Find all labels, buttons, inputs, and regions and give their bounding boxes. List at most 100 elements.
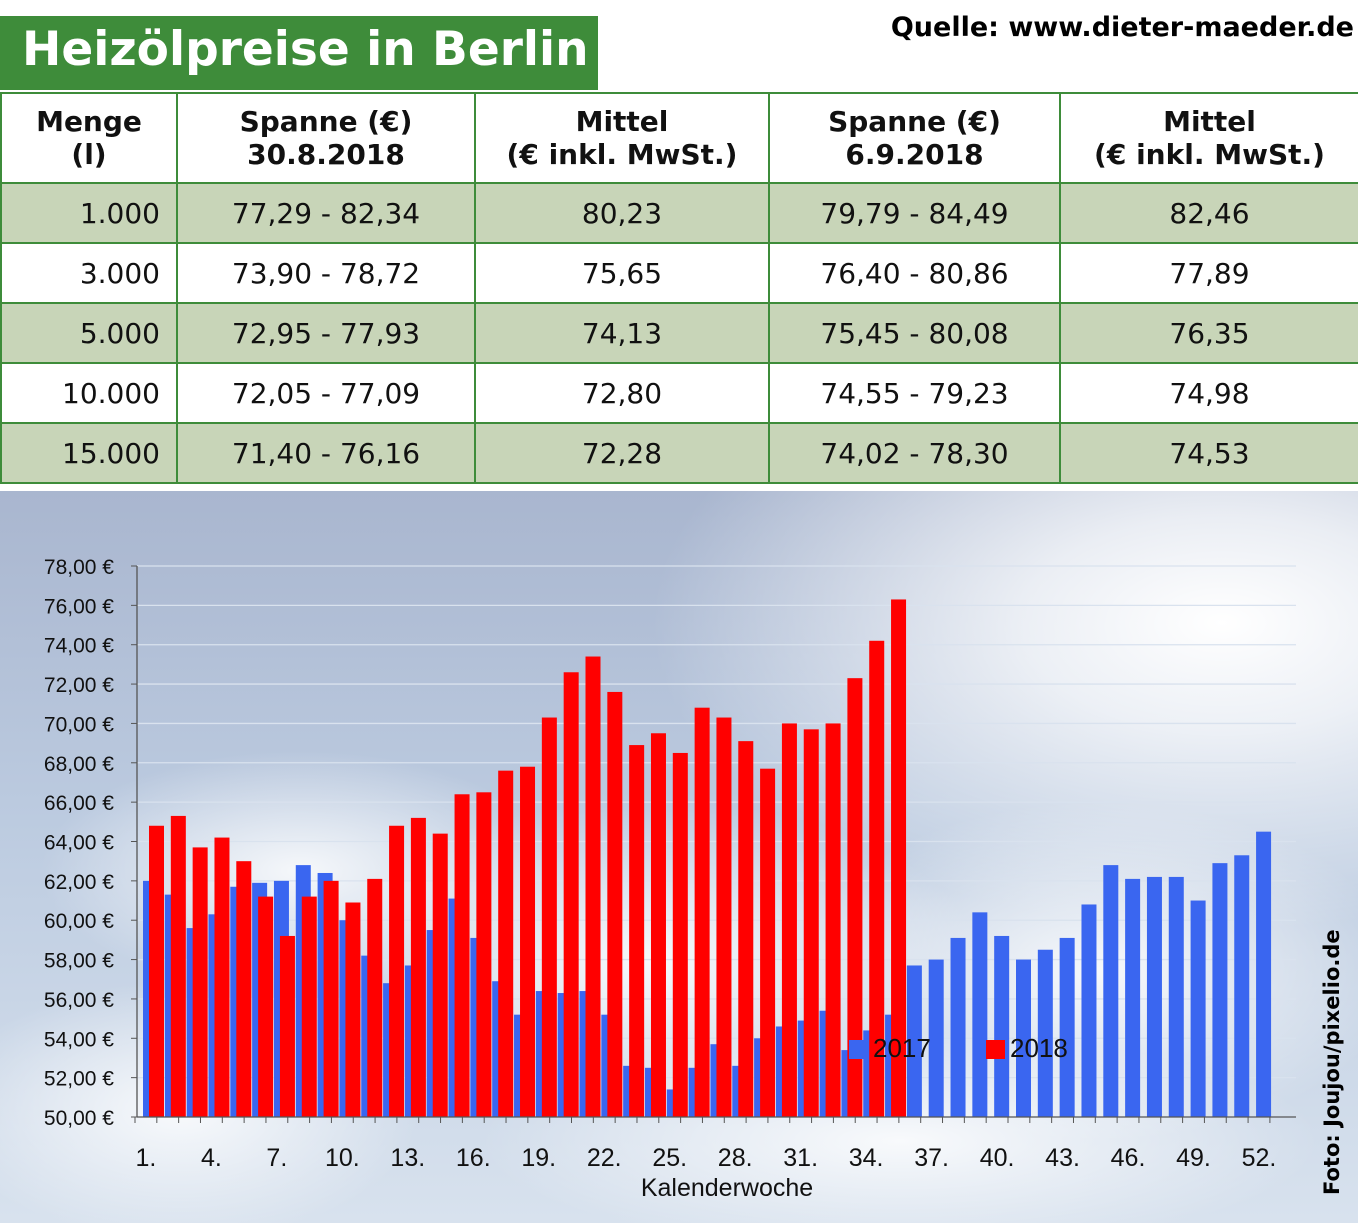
series-2018 — [149, 599, 907, 1117]
y-tick-label: 76,00 € — [44, 595, 114, 618]
cell-spanne-1: 71,40 - 76,16 — [176, 422, 476, 484]
bar-2018 — [476, 792, 492, 1117]
bar-2018 — [781, 723, 797, 1117]
cell-menge: 10.000 — [0, 362, 178, 424]
col-header-mittel-1: Mittel (€ inkl. MwSt.) — [474, 92, 770, 184]
cell-mittel-2: 82,46 — [1059, 182, 1358, 244]
page-title: Heizölpreise in Berlin — [22, 22, 589, 77]
table-row: 1.000 77,29 - 82,34 80,23 79,79 - 84,49 … — [0, 182, 1358, 244]
legend-swatch-2018 — [986, 1040, 1005, 1059]
table-row: 3.000 73,90 - 78,72 75,65 76,40 - 80,86 … — [0, 242, 1358, 304]
bar-2017 — [1125, 878, 1141, 1117]
bar-2018 — [410, 817, 426, 1117]
bar-2017 — [1081, 904, 1097, 1117]
table-row: 10.000 72,05 - 77,09 72,80 74,55 - 79,23… — [0, 362, 1358, 424]
y-tick-label: 54,00 € — [44, 1028, 114, 1051]
cell-mittel-2: 74,98 — [1059, 362, 1358, 424]
bar-2017 — [1059, 937, 1075, 1117]
x-tick-label: 43. — [1045, 1144, 1080, 1172]
bar-2017 — [1212, 863, 1228, 1117]
y-tick-label: 58,00 € — [44, 950, 114, 973]
x-tick-label: 1. — [135, 1144, 156, 1172]
bar-2018 — [192, 847, 208, 1117]
bar-2018 — [301, 896, 317, 1117]
cell-menge: 1.000 — [0, 182, 178, 244]
x-tick-label: 7. — [266, 1144, 287, 1172]
cell-menge: 5.000 — [0, 302, 178, 364]
cell-spanne-1: 77,29 - 82,34 — [176, 182, 476, 244]
bar-2018 — [258, 896, 274, 1117]
cell-spanne-2: 74,02 - 78,30 — [768, 422, 1061, 484]
bar-2018 — [236, 861, 252, 1117]
bar-2018 — [279, 935, 295, 1117]
y-tick-label: 74,00 € — [44, 635, 114, 658]
x-tick-label: 25. — [652, 1144, 687, 1172]
x-tick-label: 37. — [914, 1144, 949, 1172]
x-tick-label: 19. — [521, 1144, 556, 1172]
y-tick-label: 60,00 € — [44, 910, 114, 933]
x-tick-label: 49. — [1176, 1144, 1211, 1172]
price-chart: 50,00 € 52,00 € 54,00 € 56,00 € 58,00 € 60,00… — [0, 491, 1358, 1227]
bar-2018 — [214, 837, 230, 1117]
x-tick-label: 31. — [783, 1144, 818, 1172]
x-tick-label: 46. — [1111, 1144, 1146, 1172]
cell-spanne-1: 72,05 - 77,09 — [176, 362, 476, 424]
x-tick-label: 10. — [325, 1144, 360, 1172]
col-header-menge: Menge (l) — [0, 92, 178, 184]
bar-2017 — [1256, 831, 1272, 1117]
y-tick-label: 62,00 € — [44, 871, 114, 894]
bar-2017 — [928, 959, 944, 1117]
bar-2018 — [149, 825, 164, 1117]
cell-mittel-2: 76,35 — [1059, 302, 1358, 364]
table-row: 15.000 71,40 - 76,16 72,28 74,02 - 78,30… — [0, 422, 1358, 484]
bar-2018 — [607, 691, 623, 1117]
bar-2018 — [454, 794, 470, 1117]
bar-2018 — [367, 878, 383, 1117]
y-tick-label: 52,00 € — [44, 1068, 114, 1091]
bar-2017 — [1146, 876, 1162, 1117]
bar-2017 — [1190, 900, 1206, 1117]
x-tick-label: 13. — [390, 1144, 425, 1172]
bar-2018 — [345, 902, 361, 1117]
bar-2018 — [650, 733, 666, 1117]
table-row: 5.000 72,95 - 77,93 74,13 75,45 - 80,08 … — [0, 302, 1358, 364]
photo-credit: Foto: Joujou/pixelio.de — [1320, 929, 1344, 1195]
cell-spanne-2: 76,40 - 80,86 — [768, 242, 1061, 304]
cell-mittel-1: 72,80 — [474, 362, 770, 424]
x-tick-label: 40. — [980, 1144, 1015, 1172]
bar-2018 — [891, 599, 907, 1117]
bar-2018 — [847, 678, 863, 1117]
cell-mittel-2: 77,89 — [1059, 242, 1358, 304]
bar-2017 — [1037, 949, 1053, 1117]
title-banner: Heizölpreise in Berlin — [0, 16, 598, 90]
y-tick-label: 66,00 € — [44, 792, 114, 815]
bar-2018 — [585, 656, 601, 1117]
bar-2017 — [906, 965, 922, 1117]
bar-2018 — [563, 672, 579, 1117]
source-label: Quelle: www.dieter-maeder.de — [890, 12, 1354, 43]
col-header-mittel-2: Mittel (€ inkl. MwSt.) — [1059, 92, 1358, 184]
bar-2018 — [803, 729, 819, 1117]
x-tick-label: 34. — [849, 1144, 884, 1172]
bar-2017 — [1168, 876, 1184, 1117]
y-tick-label: 50,00 € — [44, 1107, 114, 1130]
bar-2018 — [716, 717, 732, 1117]
cell-spanne-1: 72,95 - 77,93 — [176, 302, 476, 364]
bar-2018 — [498, 770, 514, 1117]
bar-2018 — [520, 766, 536, 1117]
bar-2018 — [629, 745, 645, 1117]
cell-menge: 15.000 — [0, 422, 178, 484]
bar-2018 — [825, 723, 841, 1117]
price-table: Menge (l) Spanne (€) 30.8.2018 Mittel (€ in… — [0, 92, 1358, 484]
cell-menge: 3.000 — [0, 242, 178, 304]
x-tick-label: 52. — [1242, 1144, 1277, 1172]
bar-2018 — [672, 752, 688, 1117]
axes: 50,00 € 52,00 € 54,00 € 56,00 € 58,00 € 60,00… — [44, 556, 1296, 1172]
y-tick-label: 68,00 € — [44, 753, 114, 776]
bar-2018 — [869, 640, 885, 1117]
bar-2018 — [541, 717, 557, 1117]
table-header-row: Menge (l) Spanne (€) 30.8.2018 Mittel (€ in… — [0, 92, 1358, 184]
x-tick-label: 16. — [456, 1144, 491, 1172]
legend: 2017 2018 — [849, 1033, 1068, 1063]
y-tick-label: 70,00 € — [44, 713, 114, 736]
